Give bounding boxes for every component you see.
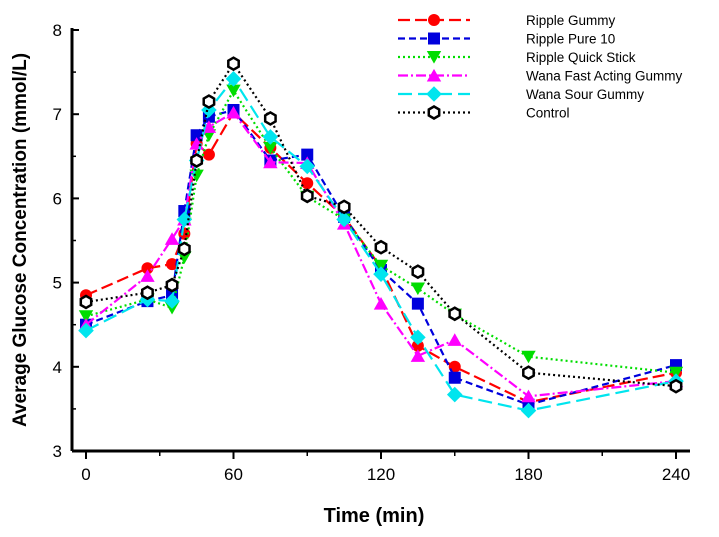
- x-axis-label: Time (min): [324, 505, 425, 527]
- data-point: [410, 282, 426, 296]
- data-point: [141, 262, 154, 275]
- data-point: [299, 158, 316, 175]
- series-line: [85, 110, 677, 404]
- legend-marker: [428, 14, 440, 26]
- legend-label: Ripple Quick Stick: [526, 50, 636, 65]
- legend-label: Ripple Pure 10: [526, 32, 615, 47]
- data-point: [141, 285, 154, 301]
- data-point: [226, 105, 241, 119]
- legend-label: Control: [526, 106, 570, 121]
- data-point: [78, 322, 94, 339]
- legend-item: Wana Fast Acting Gummy: [398, 69, 683, 84]
- data-point: [411, 264, 425, 280]
- data-point: [177, 241, 191, 257]
- y-tick-label: 6: [53, 189, 62, 208]
- data-point: [201, 120, 217, 133]
- data-point: [166, 258, 179, 271]
- data-point: [301, 148, 314, 161]
- legend-item: Control: [398, 105, 570, 121]
- data-point: [522, 365, 535, 381]
- data-point: [202, 148, 215, 161]
- series-line: [85, 108, 677, 406]
- data-point: [448, 306, 462, 322]
- data-point: [300, 188, 314, 204]
- series-ripple-pure-10: [80, 103, 682, 411]
- data-point: [520, 402, 537, 419]
- legend-item: Ripple Gummy: [398, 13, 616, 28]
- data-point: [176, 211, 193, 228]
- data-point: [190, 153, 204, 168]
- data-point: [263, 155, 278, 169]
- data-point: [373, 297, 389, 310]
- legend-item: Ripple Pure 10: [398, 32, 615, 47]
- data-point: [263, 141, 278, 155]
- x-tick-label: 180: [514, 465, 542, 484]
- data-point: [447, 333, 462, 346]
- data-point: [140, 269, 155, 282]
- data-point: [165, 277, 179, 293]
- series-ripple-quick-stick: [78, 84, 684, 380]
- series-line: [85, 76, 677, 412]
- data-point: [373, 266, 389, 282]
- data-point: [263, 110, 277, 126]
- data-point: [337, 199, 351, 215]
- data-point: [669, 378, 683, 394]
- x-tick-label: 120: [367, 465, 395, 484]
- data-point: [446, 386, 463, 403]
- data-point: [164, 293, 180, 309]
- data-point: [225, 71, 242, 87]
- data-point: [668, 366, 684, 380]
- legend-label: Wana Sour Gummy: [526, 87, 644, 102]
- x-tick-label: 60: [224, 465, 243, 484]
- legend-item: Wana Sour Gummy: [398, 86, 644, 102]
- data-point: [373, 259, 389, 273]
- data-point: [521, 350, 536, 364]
- data-point: [190, 129, 203, 142]
- y-axis-label: Average Glucose Concentration (mmol/L): [10, 53, 31, 427]
- data-point: [177, 251, 192, 264]
- data-point: [301, 177, 314, 190]
- y-tick-label: 7: [53, 105, 62, 124]
- axes: 3 4 5 6 7 8 0 60 120 180 240: [53, 21, 691, 484]
- legend-marker: [427, 105, 441, 120]
- x-tick-label: 240: [662, 465, 690, 484]
- series-layer: [78, 56, 684, 419]
- legend-marker: [426, 86, 442, 102]
- y-tick-label: 3: [53, 442, 62, 461]
- legend-marker: [426, 68, 442, 82]
- data-point: [227, 56, 240, 72]
- legend-marker: [428, 32, 440, 45]
- legend: Ripple Gummy Ripple Pure 10 Ripple Quick S…: [398, 13, 683, 121]
- y-tick-label: 5: [53, 274, 62, 293]
- legend-label: Ripple Gummy: [526, 13, 616, 28]
- series-line: [85, 88, 677, 374]
- x-tick-label: 0: [81, 465, 90, 484]
- data-point: [521, 389, 536, 403]
- data-point: [79, 294, 93, 310]
- data-point: [262, 129, 279, 145]
- legend-item: Ripple Quick Stick: [398, 50, 636, 65]
- data-point: [202, 94, 216, 110]
- data-point: [374, 239, 388, 255]
- data-point: [410, 329, 426, 346]
- data-point: [78, 310, 94, 323]
- data-point: [226, 84, 241, 98]
- data-point: [411, 297, 424, 310]
- data-point: [336, 211, 352, 228]
- legend-label: Wana Fast Acting Gummy: [526, 69, 683, 84]
- data-point: [164, 232, 180, 245]
- data-point: [410, 349, 426, 362]
- y-tick-label: 4: [53, 358, 62, 377]
- y-tick-label: 8: [53, 21, 62, 40]
- data-point: [448, 371, 461, 384]
- series-control: [79, 56, 683, 394]
- series-line: [85, 61, 677, 388]
- legend-marker: [426, 51, 442, 64]
